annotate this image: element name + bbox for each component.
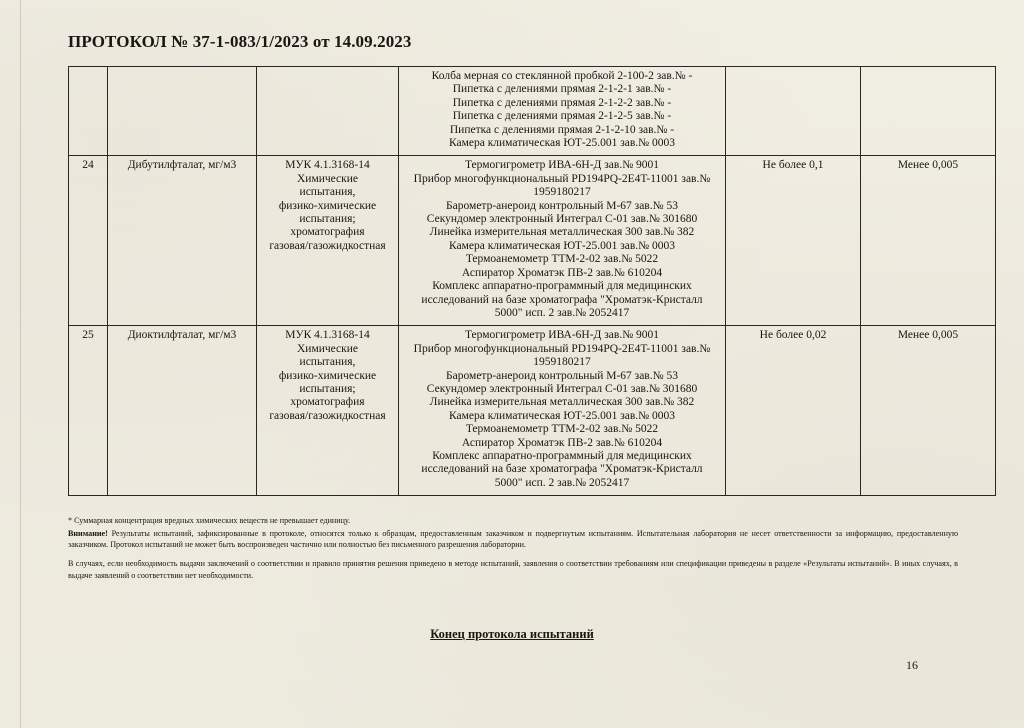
equipment-line: Аспиратор Хроматэк ПВ-2 зав.№ 610204 [461, 266, 663, 279]
equipment-line: Камера климатическая ЮТ-25.001 зав.№ 000… [448, 137, 676, 150]
cell-no: 24 [68, 155, 108, 327]
cell-result: Менее 0,005 [860, 325, 996, 497]
equipment-line: Комплекс аппаратно-программный для медиц… [432, 449, 692, 462]
method-line: испытания; [299, 213, 356, 226]
page-title: ПРОТОКОЛ № 37-1-083/1/2023 от 14.09.2023 [68, 32, 412, 51]
equipment-line: Пипетка с делениями прямая 2-1-2-10 зав.… [449, 123, 675, 136]
sheet-left-edge [20, 0, 21, 728]
equipment-line: Секундомер электронный Интеграл С-01 зав… [426, 213, 698, 226]
equipment-line: Секундомер электронный Интеграл С-01 зав… [426, 382, 698, 395]
equipment-line: Линейка измерительная металлическая 300 … [429, 396, 695, 409]
attention-text: Результаты испытаний, зафиксированные в … [68, 528, 958, 550]
equipment-line: 5000" исп. 2 зав.№ 2052417 [494, 306, 630, 319]
attention-label: Внимание! [68, 528, 108, 538]
method-line: МУК 4.1.3168-14 [285, 159, 370, 172]
cell-method: МУК 4.1.3168-14 Химические испытания, фи… [256, 325, 399, 497]
cell-equipment: Термогигрометр ИВА-6Н-Д зав.№ 9001 Прибо… [398, 325, 726, 497]
cell-parameter: Диоктилфталат, мг/м3 [107, 325, 257, 497]
method-line: физико-химические [278, 369, 377, 382]
cell-no: 25 [68, 325, 108, 497]
method-line: газовая/газожидкостная [269, 409, 386, 422]
equipment-line: Термогигрометр ИВА-6Н-Д зав.№ 9001 [464, 329, 660, 342]
equipment-line: Камера климатическая ЮТ-25.001 зав.№ 000… [448, 409, 676, 422]
end-of-protocol: Конец протокола испытаний [0, 627, 1024, 642]
method-line: хроматография [290, 226, 365, 239]
cell-norm: Не более 0,02 [725, 325, 861, 497]
cell-equipment: Термогигрометр ИВА-6Н-Д зав.№ 9001 Прибо… [398, 155, 726, 327]
footnote-conformity-statement: В случаях, если необходимость выдачи зак… [68, 559, 958, 580]
equipment-line: Пипетка с делениями прямая 2-1-2-1 зав.№… [452, 83, 672, 96]
equipment-line: Прибор многофункциональный PD194PQ-2E4T-… [413, 172, 711, 185]
equipment-line: Пипетка с делениями прямая 2-1-2-2 зав.№… [452, 96, 672, 109]
cell-method: МУК 4.1.3168-14 Химические испытания, фи… [256, 155, 399, 327]
equipment-line: Барометр-анероид контрольный М-67 зав.№ … [446, 369, 678, 382]
method-line: испытания, [299, 186, 356, 199]
equipment-line: 1959180217 [533, 186, 591, 199]
method-line: газовая/газожидкостная [269, 239, 386, 252]
method-line: хроматография [290, 396, 365, 409]
footnotes-block: * Суммарная концентрация вредных химичес… [68, 515, 958, 551]
equipment-line: Термоанемометр ТТМ-2-02 зав.№ 5022 [465, 253, 659, 266]
equipment-line: Термоанемометр ТТМ-2-02 зав.№ 5022 [465, 423, 659, 436]
cell-parameter: Дибутилфталат, мг/м3 [107, 155, 257, 327]
cell-norm [725, 65, 861, 157]
equipment-line: 5000" исп. 2 зав.№ 2052417 [494, 476, 630, 489]
equipment-line: Линейка измерительная металлическая 300 … [429, 226, 695, 239]
table-body: Колба мерная со стеклянной пробкой 2-100… [68, 65, 996, 497]
equipment-line: Колба мерная со стеклянной пробкой 2-100… [431, 70, 693, 82]
cell-parameter [107, 65, 257, 157]
equipment-line: 1959180217 [533, 356, 591, 369]
equipment-line: Комплекс аппаратно-программный для медиц… [432, 280, 692, 293]
cell-result [860, 65, 996, 157]
method-line: Химические [296, 172, 358, 185]
method-line: МУК 4.1.3168-14 [285, 329, 370, 342]
cell-norm: Не более 0,1 [725, 155, 861, 327]
equipment-line: Камера климатическая ЮТ-25.001 зав.№ 000… [448, 239, 676, 252]
equipment-line: Прибор многофункциональный PD194PQ-2E4T-… [413, 342, 711, 355]
table-row: Колба мерная со стеклянной пробкой 2-100… [68, 65, 996, 157]
cell-result: Менее 0,005 [860, 155, 996, 327]
cell-no [68, 65, 108, 157]
method-line: испытания; [299, 382, 356, 395]
table-row: 25 Диоктилфталат, мг/м3 МУК 4.1.3168-14 … [68, 325, 996, 497]
page-number: 16 [906, 658, 918, 672]
equipment-line: Термогигрометр ИВА-6Н-Д зав.№ 9001 [464, 159, 660, 172]
equipment-line: исследований на базе хроматографа "Хрома… [421, 293, 703, 306]
table-row: 24 Дибутилфталат, мг/м3 МУК 4.1.3168-14 … [68, 155, 996, 327]
end-of-protocol-label: Конец протокола испытаний [430, 627, 594, 641]
equipment-line: исследований на базе хроматографа "Хрома… [421, 463, 703, 476]
equipment-line: Пипетка с делениями прямая 2-1-2-5 зав.№… [452, 110, 672, 123]
equipment-line: Аспиратор Хроматэк ПВ-2 зав.№ 610204 [461, 436, 663, 449]
method-line: Химические [296, 342, 358, 355]
equipment-line: Барометр-анероид контрольный М-67 зав.№ … [446, 199, 678, 212]
cell-method [256, 65, 399, 157]
footnote-summary-concentration: * Суммарная концентрация вредных химичес… [68, 516, 351, 525]
test-results-table: Колба мерная со стеклянной пробкой 2-100… [68, 65, 996, 497]
method-line: испытания, [299, 356, 356, 369]
cell-equipment: Колба мерная со стеклянной пробкой 2-100… [398, 65, 726, 157]
method-line: физико-химические [278, 199, 377, 212]
footnote-attention: Внимание! Результаты испытаний, зафиксир… [68, 528, 958, 551]
